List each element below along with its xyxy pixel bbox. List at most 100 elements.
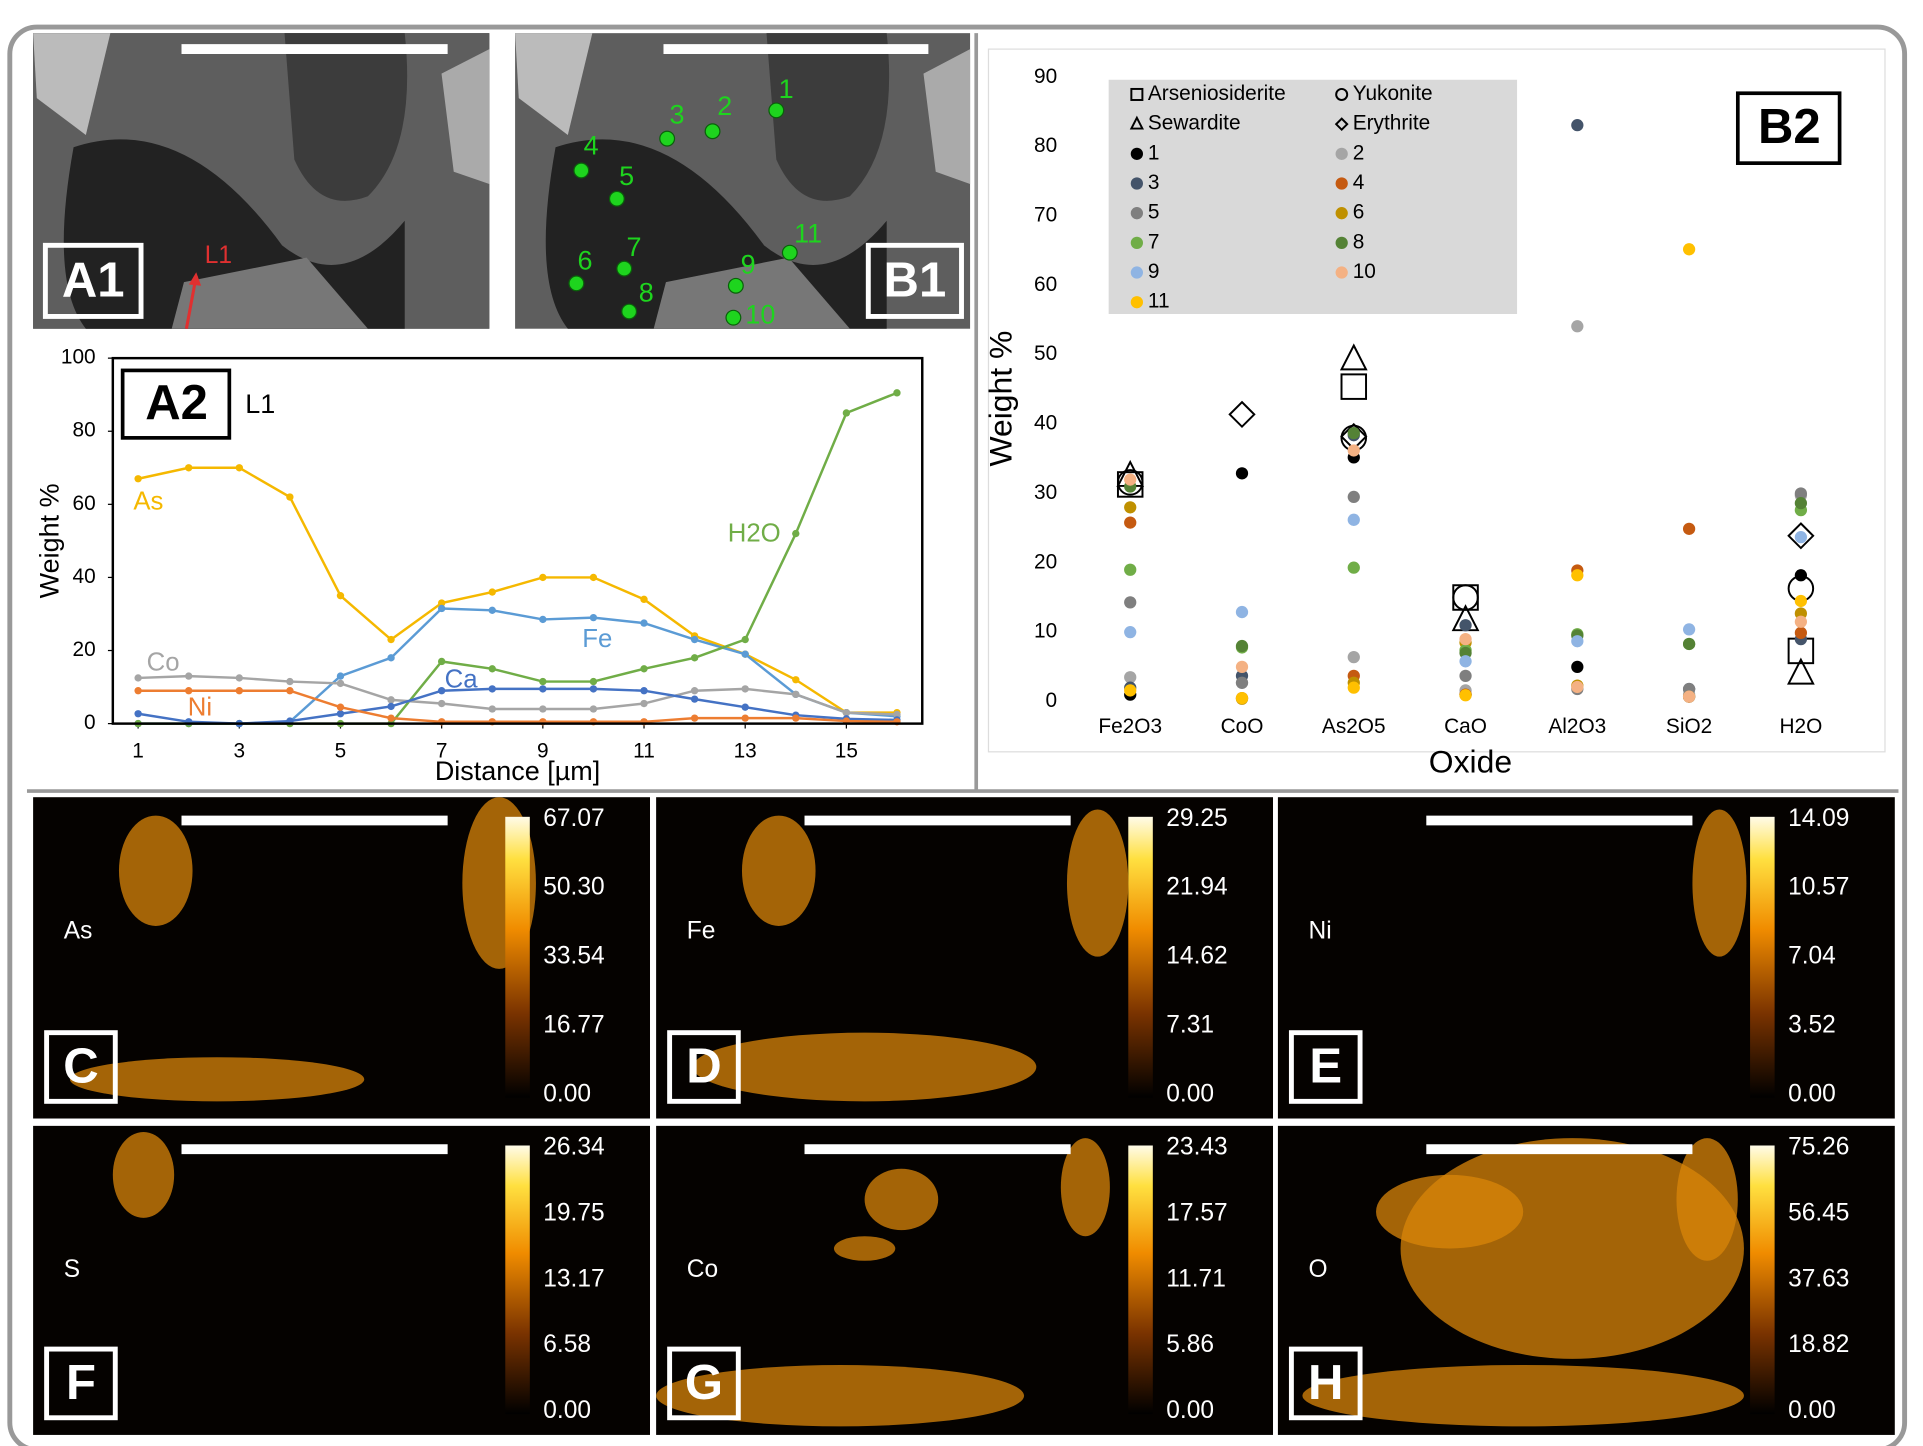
colorbar-label: 50.30 [543, 874, 604, 901]
y-tick-label: 40 [72, 565, 95, 588]
data-point [438, 605, 445, 612]
point-label: 2 [717, 91, 732, 121]
data-point [387, 703, 394, 710]
data-point [691, 714, 698, 721]
marker-dot [1348, 427, 1360, 439]
colorbar [1750, 1145, 1775, 1414]
data-point [337, 710, 344, 717]
marker-dot [1124, 626, 1136, 638]
data-point [792, 530, 799, 537]
data-point [742, 685, 749, 692]
marker-dot [1236, 661, 1248, 673]
x-tick-label: SiO2 [1666, 715, 1712, 738]
data-point [489, 705, 496, 712]
legend-label: Yukonite [1353, 82, 1433, 105]
data-point [539, 616, 546, 623]
map-blob [834, 1236, 895, 1261]
colorbar-label: 0.00 [543, 1397, 591, 1424]
data-point [792, 714, 799, 721]
series-label: Fe [582, 625, 612, 653]
map-blob [865, 1169, 939, 1230]
element-label: Ni [1309, 918, 1332, 945]
colorbar-label: 17.57 [1166, 1199, 1227, 1226]
marker-dot [1348, 562, 1360, 574]
data-point [539, 705, 546, 712]
marker-dot [1348, 491, 1360, 503]
data-point [185, 464, 192, 471]
point-label: 9 [741, 249, 756, 279]
marker-dot [1459, 619, 1471, 631]
colorbar-label: 10.57 [1788, 874, 1849, 901]
x-axis-title: Oxide [1429, 744, 1512, 780]
data-point [337, 592, 344, 599]
data-point [387, 654, 394, 661]
data-point [236, 464, 243, 471]
panel-label: E [1309, 1039, 1342, 1093]
point-label: 8 [639, 277, 654, 307]
point-label: 3 [669, 100, 684, 130]
x-tick-label: 13 [734, 739, 757, 762]
marker-dot [1459, 633, 1471, 645]
data-point [286, 687, 293, 694]
element-label: Fe [687, 918, 716, 945]
map-blob [1302, 1365, 1744, 1426]
map-blob [1692, 809, 1746, 956]
colorbar-label: 3.52 [1788, 1012, 1836, 1039]
marker-dot [1571, 661, 1583, 673]
panel-label: B1 [884, 253, 947, 307]
marker-dot [1336, 237, 1348, 249]
data-point [387, 636, 394, 643]
panel-label: F [66, 1356, 96, 1410]
y-axis-title: Weight % [35, 483, 65, 598]
map-blob [742, 816, 816, 926]
colorbar [1128, 1145, 1153, 1414]
x-tick-label: 11 [633, 739, 655, 762]
point-label: 11 [794, 219, 822, 249]
marker-dot [1348, 682, 1360, 694]
data-point [337, 703, 344, 710]
data-point [539, 685, 546, 692]
x-axis-title: Distance [µm] [435, 756, 600, 786]
colorbar-label: 0.00 [543, 1081, 591, 1108]
data-point [286, 493, 293, 500]
point-marker [569, 276, 584, 291]
legend-label: Erythrite [1353, 112, 1431, 135]
marker-dot [1683, 623, 1695, 635]
colorbar-label: 11.71 [1166, 1265, 1226, 1292]
line-label: L1 [205, 242, 232, 269]
marker-dot [1131, 177, 1143, 189]
point-marker [622, 304, 637, 319]
y-tick-label: 100 [61, 346, 96, 369]
marker-dot [1795, 497, 1807, 509]
colorbar-label: 6.58 [543, 1331, 591, 1358]
y-tick-label: 0 [84, 711, 96, 734]
data-point [539, 678, 546, 685]
panel-label: A1 [62, 253, 125, 307]
colorbar [505, 1145, 530, 1414]
colorbar-label: 23.43 [1166, 1133, 1227, 1160]
element-label: As [64, 918, 93, 945]
colorbar-label: 21.94 [1166, 874, 1227, 901]
colorbar-label: 14.62 [1166, 943, 1227, 970]
marker-dot [1236, 606, 1248, 618]
data-point [640, 700, 647, 707]
data-point [640, 596, 647, 603]
data-point [539, 574, 546, 581]
y-tick-label: 60 [1034, 273, 1057, 296]
data-point [792, 691, 799, 698]
marker-dot [1459, 689, 1471, 701]
map-blob [1676, 1138, 1737, 1261]
marker-dot [1348, 444, 1360, 456]
marker-dot [1571, 569, 1583, 581]
marker-dot [1336, 266, 1348, 278]
map-blob [1067, 809, 1128, 956]
colorbar-label: 0.00 [1788, 1397, 1836, 1424]
y-tick-label: 70 [1034, 204, 1057, 227]
x-tick-label: 3 [234, 739, 246, 762]
colorbar-label: 0.00 [1166, 1081, 1214, 1108]
marker-dot [1124, 501, 1136, 513]
data-point [691, 636, 698, 643]
legend-label: 6 [1353, 201, 1365, 224]
marker-dot [1795, 616, 1807, 628]
colorbar-label: 0.00 [1166, 1397, 1214, 1424]
